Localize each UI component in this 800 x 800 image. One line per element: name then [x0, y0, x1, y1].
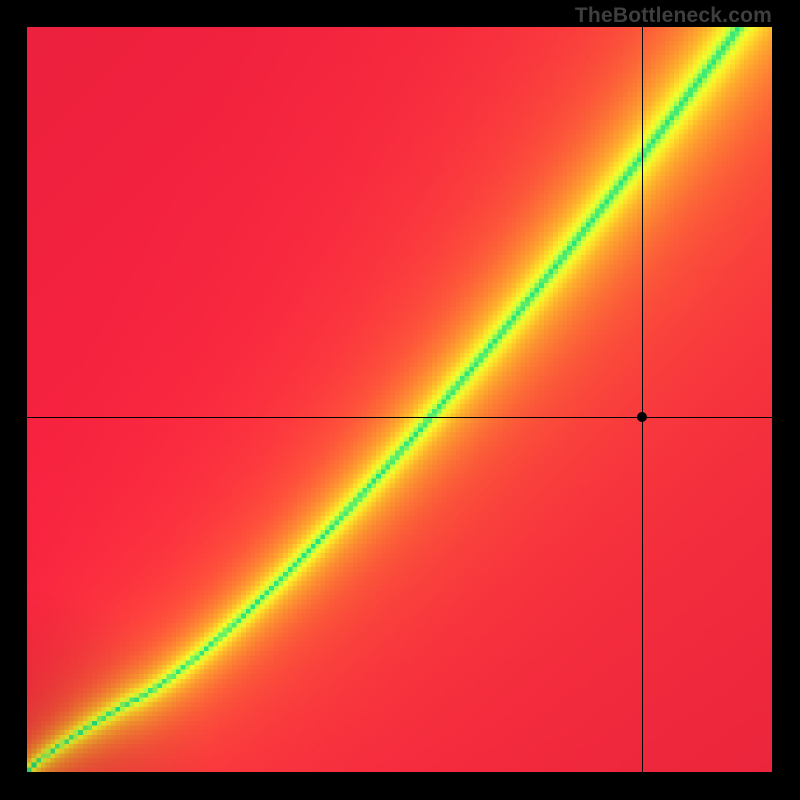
watermark-text: TheBottleneck.com — [575, 4, 772, 28]
crosshair-vertical — [642, 27, 643, 772]
bottleneck-heatmap — [27, 27, 772, 772]
crosshair-horizontal — [27, 417, 772, 418]
chart-container: { "canvas": { "width": 800, "height": 80… — [0, 0, 800, 800]
